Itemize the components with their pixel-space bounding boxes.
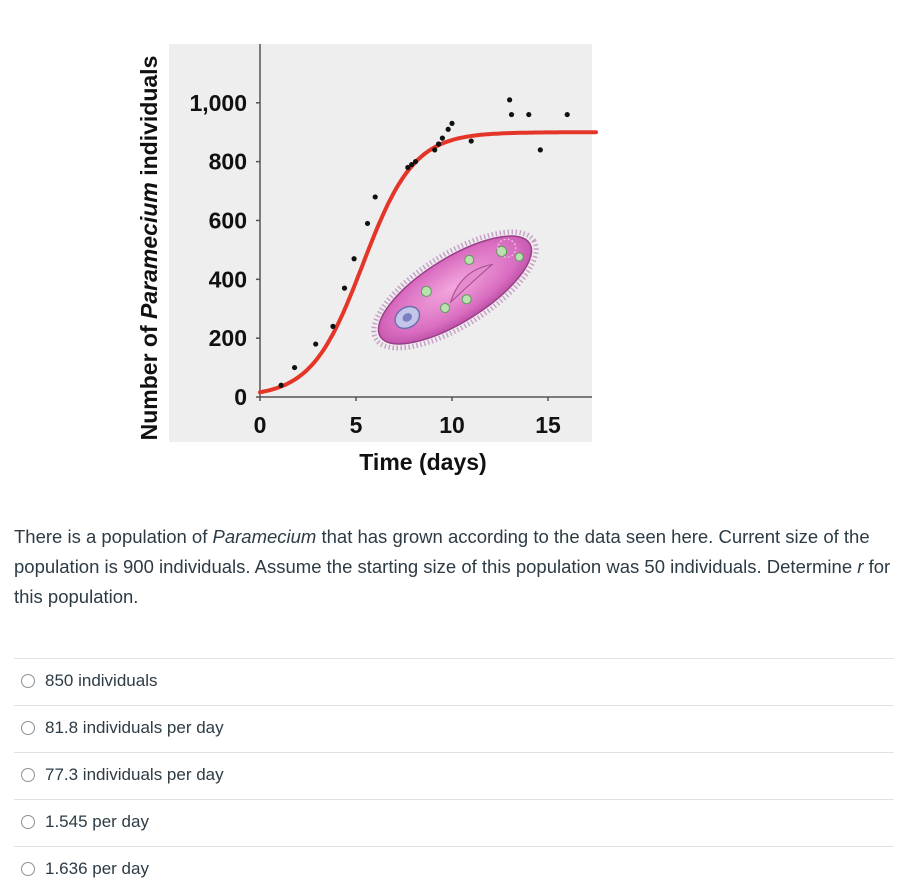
- data-point: [537, 147, 543, 153]
- data-point: [341, 285, 348, 291]
- data-point: [409, 161, 415, 168]
- answer-label: 1.545 per day: [45, 812, 149, 831]
- question-before: There is a population of: [14, 526, 213, 547]
- y-tick-label: 1,000: [189, 90, 247, 116]
- radio-button[interactable]: [21, 674, 35, 688]
- question-after: for this population.: [14, 556, 891, 607]
- x-axis-label: Time (days): [359, 449, 486, 475]
- data-points: [278, 97, 570, 388]
- question-variable: r: [857, 556, 864, 577]
- data-point: [507, 97, 513, 103]
- data-point: [435, 141, 442, 147]
- data-point: [405, 164, 411, 171]
- question-middle: that has grown according to the data see…: [14, 526, 870, 577]
- answer-label: 850 individuals: [45, 671, 158, 690]
- data-point: [351, 256, 357, 262]
- population-chart: 0 200 400 600 800 1,000 0 5 10 15 Time (days) Nu…: [136, 44, 598, 475]
- chart-svg: 0 200 400 600 800 1,000 0 5 10 15 Time (days) Nu…: [136, 44, 598, 475]
- logistic-curve: [258, 130, 598, 395]
- data-point: [291, 364, 298, 371]
- data-point: [445, 126, 451, 132]
- data-point: [508, 111, 515, 118]
- x-tick-label: 15: [535, 412, 561, 438]
- data-point: [412, 159, 419, 165]
- paramecium-illustration: [371, 229, 539, 351]
- y-tick-label: 0: [234, 384, 247, 410]
- data-point: [526, 111, 532, 118]
- data-point: [439, 135, 445, 141]
- answer-option-1[interactable]: 850 individuals: [14, 658, 894, 706]
- answer-option-2[interactable]: 81.8 individuals per day: [14, 705, 894, 753]
- radio-button[interactable]: [21, 721, 35, 735]
- data-point: [278, 382, 284, 388]
- y-ticks: 0 200 400 600 800 1,000: [189, 90, 260, 410]
- radio-button[interactable]: [21, 862, 35, 876]
- x-tick-label: 10: [439, 412, 465, 438]
- answer-option-5[interactable]: 1.636 per day: [14, 846, 894, 894]
- data-point: [364, 220, 371, 227]
- answer-label: 81.8 individuals per day: [45, 718, 224, 737]
- y-axis-label: Number of Paramecium individuals: [136, 56, 162, 441]
- radio-button[interactable]: [21, 815, 35, 829]
- y-tick-label: 600: [209, 207, 247, 233]
- question-text: There is a population of Paramecium that…: [14, 522, 894, 612]
- radio-button[interactable]: [21, 768, 35, 782]
- answer-label: 1.636 per day: [45, 859, 149, 878]
- y-tick-label: 800: [209, 149, 247, 175]
- y-tick-label: 200: [209, 325, 247, 351]
- answer-label: 77.3 individuals per day: [45, 765, 224, 784]
- data-point: [449, 120, 455, 126]
- x-tick-label: 5: [350, 412, 363, 438]
- data-point: [330, 323, 336, 329]
- answer-option-4[interactable]: 1.545 per day: [14, 799, 894, 847]
- answer-option-3[interactable]: 77.3 individuals per day: [14, 752, 894, 800]
- question-species: Paramecium: [212, 526, 317, 547]
- x-tick-label: 0: [254, 412, 267, 438]
- data-point: [564, 111, 570, 118]
- data-point: [468, 138, 474, 144]
- data-point: [372, 194, 378, 200]
- data-point: [313, 341, 319, 347]
- y-tick-label: 400: [209, 266, 247, 292]
- x-ticks: 0 5 10 15: [254, 397, 561, 438]
- data-point: [432, 147, 438, 153]
